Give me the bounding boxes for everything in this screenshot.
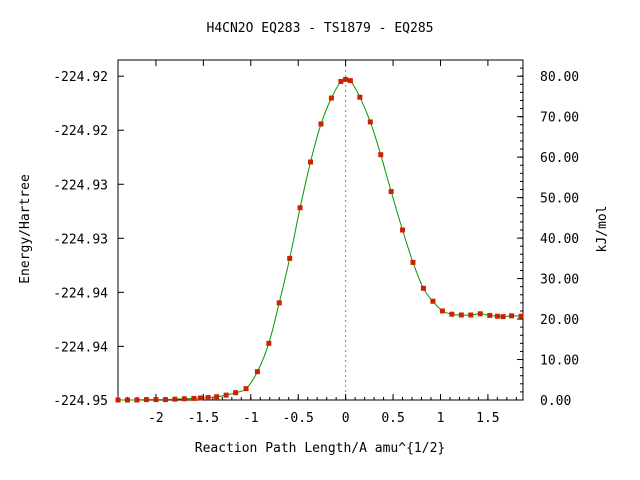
data-point [205,395,211,401]
data-point [420,285,426,291]
data-point [266,340,272,346]
y2-tick-label: 20.00 [540,313,579,328]
data-point [297,205,303,211]
data-point [276,300,282,306]
y2-tick-label: 40.00 [540,232,579,247]
data-point [500,314,506,320]
data-point [494,313,500,319]
y2-tick-label: 50.00 [540,192,579,207]
y-tick-label: -224.93 [53,178,108,193]
data-point [153,397,159,403]
data-point [400,227,406,233]
data-point [487,312,493,318]
data-point [367,119,373,125]
y-tick-label: -224.94 [53,286,108,301]
data-point [214,394,220,400]
x-tick-label: -1.5 [188,411,219,426]
y2-tick-label: 80.00 [540,70,579,85]
x-tick-label: 1 [437,411,445,426]
data-point [115,397,121,403]
data-point [328,95,334,101]
data-point [509,313,515,319]
x-tick-label: -0.5 [283,411,314,426]
x-tick-label: 0.5 [381,411,404,426]
data-point [162,397,168,403]
y2-axis-ticks: 80.00 70.00 60.00 50.00 40.00 30.00 20.00 10.00… [517,59,579,409]
data-point [477,311,483,317]
data-point [134,397,140,403]
data-points [115,76,524,403]
y-tick-label: -224.92 [53,124,108,139]
x-tick-label: 1.5 [476,411,499,426]
data-point [223,392,229,398]
y2-tick-label: 70.00 [540,111,579,126]
x-tick-label: -1 [243,411,259,426]
y-axis-ticks: -224.92 -224.92 -224.93 -224.93 -224.94 -224.… [53,70,124,409]
y2-tick-label: 10.00 [540,354,579,369]
data-point [308,159,314,165]
data-point [287,255,293,261]
data-point [343,76,349,82]
data-point [243,386,249,392]
x-axis-ticks: -2 -1.5 -1 -0.5 0 0.5 1 1.5 [117,60,517,426]
y-tick-label: -224.93 [53,232,108,247]
data-point [430,298,436,304]
chart-title: H4CN2O EQ283 - TS1879 - EQ285 [207,21,434,36]
y2-tick-label: 30.00 [540,273,579,288]
data-point [198,395,204,401]
data-point [124,397,130,403]
y-tick-label: -224.95 [53,394,108,409]
x-axis-label: Reaction Path Length/A amu^{1/2} [195,441,445,456]
y2-axis-label: kJ/mol [595,206,610,253]
plot-frame [117,59,524,401]
data-point [410,259,416,265]
data-point [181,396,187,402]
data-point [357,94,363,100]
data-point [191,395,197,401]
y2-tick-label: 0.00 [540,394,571,409]
data-point [458,312,464,318]
y2-tick-label: 60.00 [540,151,579,166]
x-tick-label: -2 [148,411,164,426]
data-point [518,313,524,319]
y-axis-label: Energy/Hartree [18,174,33,284]
data-point [338,78,344,84]
data-point [439,308,445,314]
data-point [172,396,178,402]
x-tick-label: 0 [342,411,350,426]
data-point [233,390,239,396]
y-tick-label: -224.92 [53,70,108,85]
y-tick-label: -224.94 [53,340,108,355]
data-point [388,189,394,195]
data-point [254,369,260,375]
data-point [347,78,353,84]
data-point [143,397,149,403]
data-point [449,311,455,317]
data-point [468,312,474,318]
data-point [378,152,384,158]
data-point [318,121,324,127]
